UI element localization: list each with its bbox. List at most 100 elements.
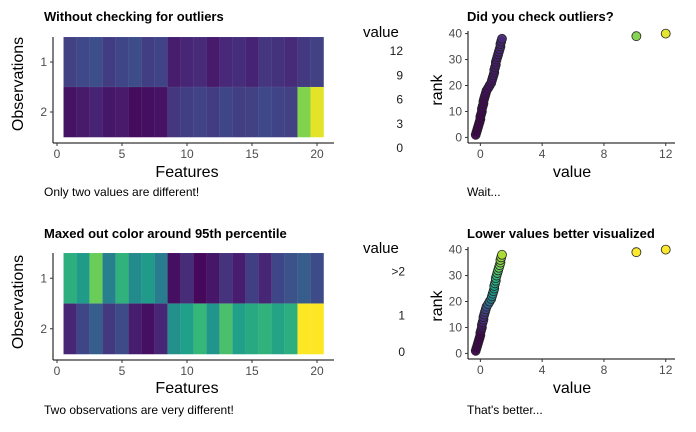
heatmap-2-tile bbox=[102, 252, 117, 305]
heatmap-1-tile bbox=[76, 36, 91, 88]
heatmap-2-tile bbox=[115, 303, 130, 355]
heatmap-2-tile bbox=[76, 303, 91, 355]
heatmap-1-tile bbox=[206, 36, 221, 88]
heatmap-2-tile bbox=[284, 303, 299, 355]
heatmap-2-tile bbox=[206, 252, 221, 305]
heatmap-1-x-tick-label: 15 bbox=[245, 147, 259, 161]
heatmap-2-tile bbox=[219, 303, 234, 355]
heatmap-1-tile bbox=[154, 86, 169, 138]
heatmap-2-x-tick-label: 0 bbox=[54, 364, 61, 378]
heatmap-2-tile bbox=[245, 252, 260, 305]
scatter-2-y-tick-label: 10 bbox=[449, 320, 463, 334]
heatmap-2-tile bbox=[310, 252, 325, 305]
heatmap-1-tile bbox=[141, 86, 156, 138]
heatmap-1-tile bbox=[310, 36, 325, 88]
heatmap-1-tile bbox=[297, 36, 312, 88]
legend-1-label: 3 bbox=[396, 117, 403, 131]
heatmap-1-tile bbox=[284, 86, 299, 138]
scatter-2-x-tick-label: 0 bbox=[477, 363, 484, 377]
heatmap-2-tile bbox=[232, 303, 247, 355]
scatter-2-point bbox=[497, 249, 507, 260]
heatmap-2-tile bbox=[271, 303, 286, 355]
scatter-1-x-tick-label: 8 bbox=[601, 147, 608, 161]
scatter-1-xlabel: value bbox=[553, 164, 591, 181]
scatter-2-xlabel: value bbox=[553, 380, 591, 397]
heatmap-2-title: Maxed out color around 95th percentile bbox=[44, 226, 287, 241]
scatter-1-point bbox=[497, 33, 507, 44]
heatmap-2-tile bbox=[271, 252, 286, 305]
heatmap-1-tile bbox=[297, 86, 312, 138]
heatmap-1-x-tick-label: 10 bbox=[180, 147, 194, 161]
scatter-1-point bbox=[660, 28, 671, 39]
heatmap-2-xlabel: Features bbox=[155, 380, 218, 397]
heatmap-1-ylabel: Observations bbox=[10, 37, 27, 131]
heatmap-2-y-tick-label: 1 bbox=[40, 271, 47, 285]
scatter-2-y-tick-label: 40 bbox=[449, 243, 463, 257]
heatmap-2-tile bbox=[258, 252, 273, 305]
heatmap-1-tile bbox=[258, 36, 273, 88]
heatmap-2-tile bbox=[245, 303, 260, 355]
scatter-1-x-tick-label: 12 bbox=[659, 147, 673, 161]
heatmap-2-tile bbox=[141, 303, 156, 355]
heatmap-1-tile bbox=[167, 36, 182, 88]
scatter-1: 0 4 8 12 0 10 20 30 40 bbox=[449, 27, 675, 161]
legend-1-label: 12 bbox=[390, 44, 404, 58]
heatmap-1-tile bbox=[102, 36, 117, 88]
heatmap-1-y-tick-label: 1 bbox=[40, 55, 47, 69]
heatmap-1-tile bbox=[154, 36, 169, 88]
heatmap-1-tile bbox=[193, 86, 208, 138]
scatter-1-ylabel: rank bbox=[429, 73, 446, 105]
heatmap-2-caption: Two observations are very different! bbox=[44, 403, 234, 417]
heatmap-2-tile bbox=[167, 252, 182, 305]
heatmap-1-tile bbox=[102, 86, 117, 138]
heatmap-2-tile bbox=[167, 303, 182, 355]
heatmap-2-tile bbox=[89, 303, 104, 355]
heatmap-1-tile bbox=[180, 36, 195, 88]
heatmap-1-tile bbox=[63, 86, 78, 138]
scatter-1-y-tick-label: 10 bbox=[449, 104, 463, 118]
scatter-1-y-tick-label: 30 bbox=[449, 53, 463, 67]
heatmap-2-x-tick-label: 15 bbox=[245, 364, 259, 378]
heatmap-1-tile bbox=[310, 86, 325, 138]
scatter-2-y-tick-label: 20 bbox=[449, 295, 463, 309]
heatmap-2-y-tick-label: 2 bbox=[40, 322, 47, 336]
scatter-2-ylabel: rank bbox=[429, 289, 446, 321]
scatter-2-x-tick-label: 12 bbox=[659, 363, 673, 377]
heatmap-1-tile bbox=[89, 36, 104, 88]
heatmap-2-tile bbox=[89, 252, 104, 305]
heatmap-2-tile bbox=[180, 252, 195, 305]
heatmap-1-tile bbox=[180, 86, 195, 138]
scatter-1-title: Did you check outliers? bbox=[467, 9, 614, 24]
legend-1-label: 0 bbox=[396, 141, 403, 155]
heatmap-2-ylabel: Observations bbox=[10, 255, 27, 349]
heatmap-2-tile bbox=[154, 303, 169, 355]
heatmap-1-x-tick-label: 5 bbox=[119, 147, 126, 161]
legend-1-title: value bbox=[363, 24, 399, 41]
heatmap-1-tile bbox=[271, 36, 286, 88]
legend-2-title: value bbox=[363, 240, 399, 257]
heatmap-2-tile bbox=[297, 303, 312, 355]
heatmap-1-tile bbox=[63, 36, 78, 88]
legend-2-label: 0 bbox=[398, 345, 405, 359]
heatmap-1-tile bbox=[271, 86, 286, 138]
heatmap-2-tile bbox=[258, 303, 273, 355]
legend-2-label: 1 bbox=[398, 308, 405, 322]
heatmap-1-xlabel: Features bbox=[155, 164, 218, 181]
heatmap-2-tile bbox=[63, 252, 78, 305]
scatter-2: 0 4 8 12 0 10 20 30 40 bbox=[449, 243, 675, 377]
heatmap-1-caption: Only two values are different! bbox=[44, 185, 199, 199]
heatmap-1-tile bbox=[128, 86, 143, 138]
heatmap-2-x-tick-label: 5 bbox=[119, 364, 126, 378]
heatmap-1-tile bbox=[76, 86, 91, 138]
scatter-2-point bbox=[631, 247, 642, 258]
heatmap-1-x-tick-label: 0 bbox=[54, 147, 61, 161]
heatmap-1-y-tick-label: 2 bbox=[40, 105, 47, 119]
scatter-1-y-tick-label: 40 bbox=[449, 27, 463, 41]
heatmap-1-tile bbox=[245, 36, 260, 88]
heatmap-2-x-tick-label: 20 bbox=[310, 364, 324, 378]
scatter-2-caption: That's better... bbox=[467, 403, 543, 417]
heatmap-1-tile bbox=[128, 36, 143, 88]
